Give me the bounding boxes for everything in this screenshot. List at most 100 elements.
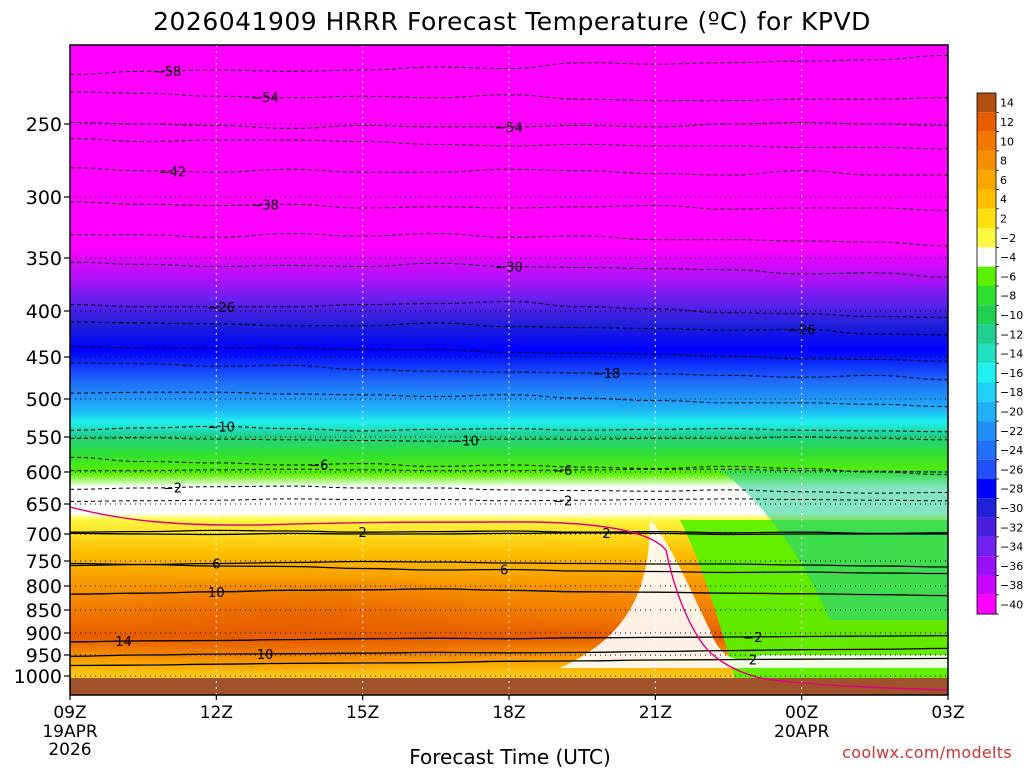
colorbar-segment bbox=[977, 208, 996, 229]
warm-layer-core bbox=[70, 575, 560, 675]
colorbar-label: −24 bbox=[1000, 444, 1023, 457]
y-tick-label: 1000 bbox=[14, 666, 62, 688]
colorbar-segment bbox=[977, 286, 996, 306]
isotherm-label: −2 bbox=[553, 494, 572, 509]
colorbar-segment bbox=[977, 363, 996, 383]
colorbar-segment bbox=[977, 498, 996, 518]
colorbar-label: −18 bbox=[1000, 386, 1023, 399]
y-tick-label: 650 bbox=[26, 494, 62, 516]
colorbar-label: −36 bbox=[1000, 560, 1023, 573]
isotherm-line bbox=[70, 647, 948, 657]
isotherm-label: 14 bbox=[115, 635, 132, 650]
y-tick-label: 500 bbox=[26, 389, 62, 411]
colorbar-segment bbox=[977, 517, 996, 537]
colorbar-segment bbox=[977, 247, 996, 267]
y-tick-label: 900 bbox=[26, 623, 62, 645]
isotherm-label: 10 bbox=[257, 648, 274, 663]
colorbar-label: 14 bbox=[1000, 97, 1014, 110]
isotherm-label: −38 bbox=[251, 199, 278, 214]
colorbar: 14 12 10 8 6 4 2 −2 −4 −6 −8 −10 −12 −14 −16 −18 −20 −22 −… bbox=[976, 92, 1023, 615]
isotherm-line bbox=[70, 562, 948, 575]
isotherm-label: −54 bbox=[495, 121, 522, 136]
y-tick-label: 800 bbox=[26, 576, 62, 598]
colorbar-segment bbox=[977, 594, 996, 615]
x-tick-label: 21Z bbox=[639, 703, 672, 723]
time-gridlines bbox=[70, 45, 948, 695]
isotherm-label: −26 bbox=[788, 323, 815, 338]
x-tick-label: 15Z bbox=[346, 703, 379, 723]
colorbar-label: −8 bbox=[1000, 290, 1016, 303]
isotherm-label: −18 bbox=[593, 367, 620, 382]
x-tick-label: 12Z bbox=[200, 703, 233, 723]
y-tick-label: 300 bbox=[26, 187, 62, 209]
isotherm-label: −54 bbox=[251, 91, 278, 106]
y-tick-label: 250 bbox=[26, 114, 62, 136]
isotherm-line bbox=[70, 529, 948, 535]
colorbar-label: 8 bbox=[1000, 155, 1007, 168]
colorbar-segment bbox=[977, 556, 996, 576]
isotherm-line bbox=[70, 425, 948, 433]
colorbar-label: 12 bbox=[1000, 116, 1014, 129]
isotherm-label: −2 bbox=[743, 631, 762, 646]
x-axis-title: Forecast Time (UTC) bbox=[409, 745, 611, 768]
colorbar-frame bbox=[976, 92, 997, 615]
colorbar-segment bbox=[977, 536, 996, 557]
colorbar-segment bbox=[977, 150, 996, 171]
plot-area: −58−54−54−42−38−30−26−26−18−10−10−6 −6−2−… bbox=[70, 45, 948, 695]
cold-intrusion-white bbox=[560, 520, 948, 668]
colorbar-segment bbox=[977, 131, 996, 151]
isotherm-label: −58 bbox=[154, 65, 181, 80]
colorbar-label: −10 bbox=[1000, 309, 1023, 322]
colorbar-label: 4 bbox=[1000, 193, 1007, 206]
x-tick-sublabel: 20APR bbox=[774, 722, 830, 742]
y-tick-label: 700 bbox=[26, 524, 62, 546]
isotherm-line bbox=[70, 588, 948, 597]
isotherm-line bbox=[70, 635, 948, 643]
x-tick-label: 03Z bbox=[931, 703, 964, 723]
isotherm-label: 10 bbox=[208, 586, 225, 601]
isotherm-label: 6 bbox=[500, 564, 508, 579]
colorbar-label: −30 bbox=[1000, 502, 1023, 515]
colorbar-label: 10 bbox=[1000, 135, 1014, 148]
x-tick-label: 09Z bbox=[53, 703, 86, 723]
credit-link[interactable]: coolwx.com/modelts bbox=[842, 743, 1012, 762]
colorbar-label: −32 bbox=[1000, 521, 1023, 534]
isotherm-label: −10 bbox=[207, 421, 234, 436]
colorbar-label: −6 bbox=[1000, 270, 1016, 283]
colorbar-label: −4 bbox=[1000, 251, 1016, 264]
colorbar-segment bbox=[977, 305, 996, 325]
colorbar-segment bbox=[977, 401, 996, 422]
colorbar-segment bbox=[977, 440, 996, 460]
isotherm-line bbox=[70, 436, 948, 442]
isotherm-line bbox=[70, 498, 948, 502]
colorbar-label: −28 bbox=[1000, 483, 1023, 496]
colorbar-segment bbox=[977, 266, 996, 286]
colorbar-label: −26 bbox=[1000, 463, 1023, 476]
isotherm-label: 2 bbox=[749, 653, 757, 668]
isotherm-contours: −58−54−54−42−38−30−26−26−18−10−10−6 −6−2−… bbox=[70, 54, 948, 668]
x-tick-label: 00Z bbox=[785, 703, 818, 723]
isotherm-label: −2 bbox=[163, 481, 182, 496]
colorbar-label: 6 bbox=[1000, 174, 1007, 187]
y-tick-label: 750 bbox=[26, 551, 62, 573]
colorbar-segment bbox=[977, 324, 996, 344]
isotherm-label: 6 bbox=[212, 558, 220, 573]
isotherm-label: −26 bbox=[207, 301, 234, 316]
colorbar-segment bbox=[977, 189, 996, 209]
isotherm-label: −6 bbox=[553, 464, 572, 479]
isotherm-line bbox=[70, 532, 948, 536]
isotherm-label: −10 bbox=[451, 434, 478, 449]
isotherm-line bbox=[70, 321, 948, 336]
y-tick-label: 950 bbox=[26, 645, 62, 667]
isotherm-line bbox=[70, 346, 948, 362]
y-tick-label: 600 bbox=[26, 462, 62, 484]
colorbar-label: −34 bbox=[1000, 541, 1023, 554]
isotherm-line bbox=[70, 560, 948, 568]
colorbar-segment bbox=[977, 93, 996, 113]
colorbar-segment bbox=[977, 112, 996, 132]
colorbar-label: −14 bbox=[1000, 348, 1023, 361]
colorbar-label: −20 bbox=[1000, 405, 1023, 418]
y-tick-label: 350 bbox=[26, 248, 62, 270]
